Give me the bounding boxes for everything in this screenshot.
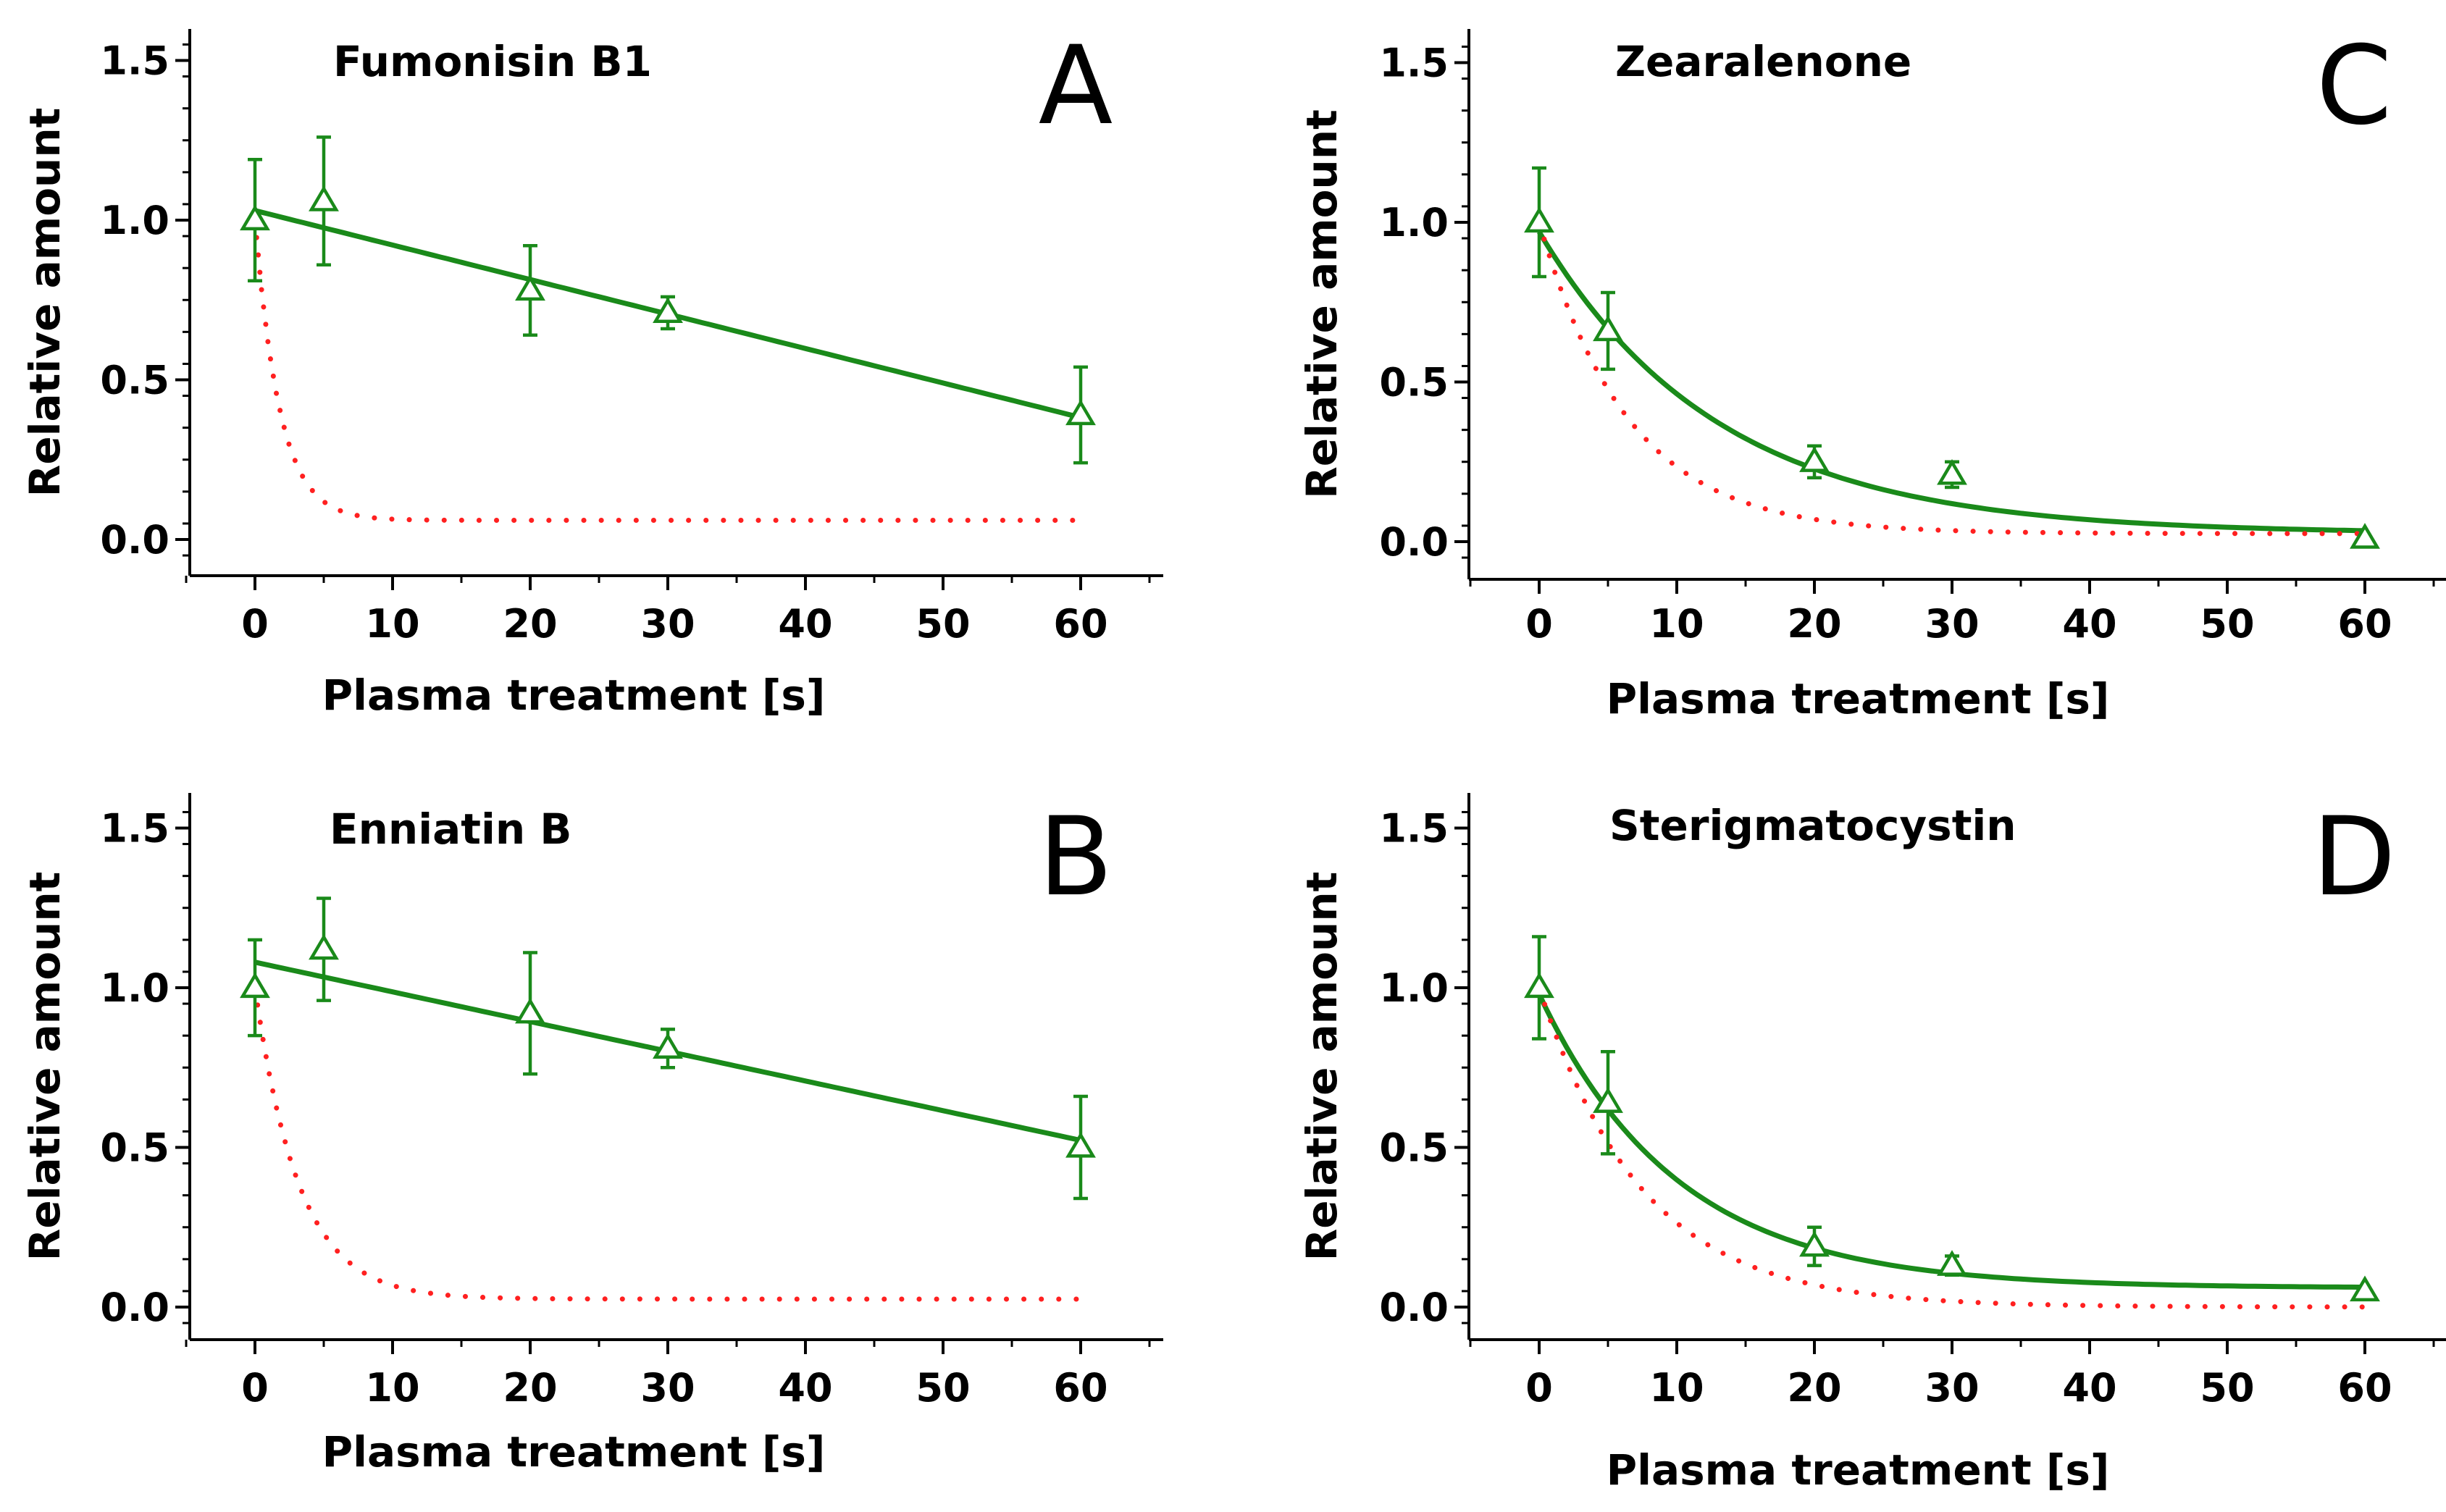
x-tick-label: 20	[503, 1365, 557, 1411]
x-tick-label: 30	[1924, 1365, 1979, 1411]
y-axis-title: Relative amount	[1297, 872, 1346, 1261]
data-point	[515, 997, 545, 1024]
chart-title: Zearalenone	[1615, 37, 1911, 86]
data-point	[1524, 206, 1554, 233]
data-point	[1593, 315, 1623, 342]
data-point	[515, 274, 545, 301]
y-tick-label: 1.5	[1379, 41, 1449, 86]
fit-curve	[1536, 993, 2365, 1290]
x-tick-label: 50	[916, 601, 970, 647]
data-point	[1524, 972, 1554, 999]
x-tick-label: 10	[365, 601, 419, 647]
data-point	[240, 972, 270, 999]
x-tick-label: 40	[2062, 601, 2116, 647]
x-tick-label: 0	[1525, 601, 1553, 647]
x-tick-label: 20	[1787, 1365, 1841, 1411]
y-axis-title: Relative amount	[20, 108, 70, 497]
data-point	[2350, 1275, 2380, 1302]
fit-curve	[1537, 230, 2366, 534]
x-tick-label: 60	[1053, 601, 1107, 647]
y-tick-label: 0.5	[100, 358, 169, 403]
chart-title: Sterigmatocystin	[1609, 801, 2016, 850]
x-tick-label: 20	[503, 601, 557, 647]
x-tick-label: 30	[1924, 601, 1979, 647]
data-point	[2350, 523, 2380, 549]
y-tick-label: 0.5	[1379, 360, 1449, 406]
x-axis-title: Plasma treatment [s]	[1607, 1445, 2110, 1495]
x-tick-label: 40	[778, 1365, 832, 1411]
data-point	[1065, 399, 1096, 426]
x-tick-label: 0	[1525, 1365, 1553, 1411]
x-tick-label: 10	[1649, 1365, 1704, 1411]
y-axis-title: Relative amount	[1297, 109, 1346, 499]
x-tick-label: 10	[365, 1365, 419, 1411]
x-tick-label: 10	[1649, 601, 1704, 647]
data-point	[1593, 1087, 1623, 1113]
y-tick-label: 1.5	[1379, 806, 1449, 852]
chart-title: Fumonisin B1	[333, 37, 652, 86]
chart-panel-b: 0.0 0.5 1.0 1.5 0 10 20 30 40 50 60 Plasma treatmen…	[20, 793, 1163, 1477]
y-tick-label: 0.0	[100, 517, 169, 563]
y-tick-label: 0.5	[100, 1125, 169, 1171]
panel-letter: B	[1039, 794, 1113, 920]
x-axis-title: Plasma treatment [s]	[322, 671, 826, 720]
data-point	[1937, 1250, 1967, 1276]
x-tick-label: 50	[916, 1365, 970, 1411]
x-tick-label: 60	[2337, 1365, 2392, 1411]
data-point	[1937, 458, 1967, 485]
x-tick-label: 50	[2200, 601, 2254, 647]
panel-letter: C	[2316, 23, 2392, 149]
x-axis-title: Plasma treatment [s]	[322, 1427, 826, 1477]
x-tick-label: 0	[241, 1365, 269, 1411]
chart-panel-d: 0.0 0.5 1.0 1.5 0 10 20 30 40 50 60 Plasma treatmen…	[1297, 793, 2446, 1495]
y-tick-label: 0.0	[1379, 519, 1449, 565]
x-tick-label: 20	[1787, 601, 1841, 647]
chart-panel-c: 0.0 0.5 1.0 1.5 0 10 20 30 40 50 60 Plasma treatmen…	[1297, 23, 2446, 723]
data-point	[1065, 1132, 1096, 1158]
x-tick-label: 40	[2062, 1365, 2116, 1411]
x-tick-label: 30	[640, 1365, 695, 1411]
chart-title: Enniatin B	[330, 805, 572, 854]
x-tick-label: 60	[1053, 1365, 1107, 1411]
x-tick-label: 30	[640, 601, 695, 647]
y-tick-label: 0.0	[1379, 1285, 1449, 1330]
panel-letter: D	[2312, 794, 2396, 920]
data-point	[653, 1033, 683, 1059]
data-point	[1799, 446, 1830, 472]
y-tick-label: 1.0	[100, 198, 169, 243]
data-point	[653, 297, 683, 324]
y-tick-label: 1.0	[100, 965, 169, 1011]
x-tick-label: 60	[2337, 601, 2392, 647]
y-tick-label: 1.5	[100, 806, 169, 852]
reference-curve	[252, 217, 1084, 523]
panel-letter: A	[1039, 23, 1113, 149]
y-tick-label: 1.0	[1379, 200, 1449, 245]
x-tick-label: 0	[241, 601, 269, 647]
data-point	[240, 204, 270, 231]
x-tick-label: 50	[2200, 1365, 2254, 1411]
x-tick-label: 40	[778, 601, 832, 647]
data-point	[1799, 1230, 1830, 1257]
y-axis-title: Relative amount	[20, 872, 70, 1261]
x-axis-title: Plasma treatment [s]	[1607, 674, 2110, 723]
chart-panel-a: 0.0 0.5 1.0 1.5 0 10 20 30 40 50 60 Plasma treatmen…	[20, 23, 1163, 720]
y-tick-label: 0.0	[100, 1285, 169, 1330]
y-tick-label: 1.5	[100, 38, 169, 84]
data-point	[309, 933, 339, 960]
y-tick-label: 0.5	[1379, 1125, 1449, 1171]
y-tick-label: 1.0	[1379, 965, 1449, 1011]
data-point	[309, 185, 339, 211]
